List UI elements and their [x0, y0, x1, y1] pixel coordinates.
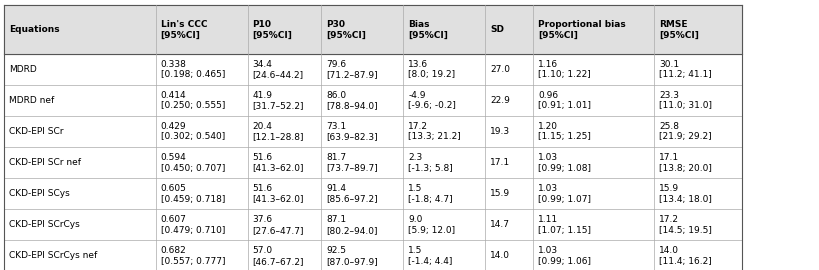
Text: 51.6
[41.3–62.0]: 51.6 [41.3–62.0]: [252, 153, 304, 173]
Text: 0.594
[0.450; 0.707]: 0.594 [0.450; 0.707]: [161, 153, 225, 173]
Text: CKD-EPI SCr nef: CKD-EPI SCr nef: [9, 158, 81, 167]
Text: 23.3
[11.0; 31.0]: 23.3 [11.0; 31.0]: [658, 91, 712, 110]
Text: CKD-EPI SCrCys nef: CKD-EPI SCrCys nef: [9, 251, 97, 260]
Text: 0.338
[0.198; 0.465]: 0.338 [0.198; 0.465]: [161, 60, 225, 79]
Bar: [4, 5, 741, 54]
Text: 1.5
[-1.4; 4.4]: 1.5 [-1.4; 4.4]: [408, 246, 452, 266]
Text: 0.607
[0.479; 0.710]: 0.607 [0.479; 0.710]: [161, 215, 225, 235]
Text: 1.16
[1.10; 1.22]: 1.16 [1.10; 1.22]: [537, 60, 590, 79]
Text: 79.6
[71.2–87.9]: 79.6 [71.2–87.9]: [326, 60, 378, 79]
Text: CKD-EPI SCr: CKD-EPI SCr: [9, 127, 63, 136]
Text: Lin's CCC
[95%CI]: Lin's CCC [95%CI]: [161, 20, 207, 40]
Text: CKD-EPI SCrCys: CKD-EPI SCrCys: [9, 220, 79, 229]
Text: 2.3
[-1.3; 5.8]: 2.3 [-1.3; 5.8]: [408, 153, 453, 173]
Text: 81.7
[73.7–89.7]: 81.7 [73.7–89.7]: [326, 153, 378, 173]
Text: 17.2
[14.5; 19.5]: 17.2 [14.5; 19.5]: [658, 215, 711, 235]
Text: P30
[95%CI]: P30 [95%CI]: [326, 20, 366, 40]
Text: 14.0: 14.0: [490, 251, 509, 260]
Text: 14.7: 14.7: [490, 220, 509, 229]
Text: 17.2
[13.3; 21.2]: 17.2 [13.3; 21.2]: [408, 122, 460, 141]
Text: 17.1
[13.8; 20.0]: 17.1 [13.8; 20.0]: [658, 153, 711, 173]
Text: RMSE
[95%CI]: RMSE [95%CI]: [658, 20, 699, 40]
Text: 22.9: 22.9: [490, 96, 509, 105]
Text: 27.0: 27.0: [490, 65, 509, 74]
Text: MDRD nef: MDRD nef: [9, 96, 54, 105]
Text: 19.3: 19.3: [490, 127, 510, 136]
Text: 13.6
[8.0; 19.2]: 13.6 [8.0; 19.2]: [408, 60, 455, 79]
Text: 37.6
[27.6–47.7]: 37.6 [27.6–47.7]: [252, 215, 304, 235]
Text: 1.03
[0.99; 1.06]: 1.03 [0.99; 1.06]: [537, 246, 590, 266]
Text: P10
[95%CI]: P10 [95%CI]: [252, 20, 292, 40]
Text: Bias
[95%CI]: Bias [95%CI]: [408, 20, 448, 40]
Text: 25.8
[21.9; 29.2]: 25.8 [21.9; 29.2]: [658, 122, 711, 141]
Text: 0.429
[0.302; 0.540]: 0.429 [0.302; 0.540]: [161, 122, 224, 141]
Text: 0.605
[0.459; 0.718]: 0.605 [0.459; 0.718]: [161, 184, 225, 204]
Text: 86.0
[78.8–94.0]: 86.0 [78.8–94.0]: [326, 91, 378, 110]
Text: 91.4
[85.6–97.2]: 91.4 [85.6–97.2]: [326, 184, 378, 204]
Text: 0.414
[0.250; 0.555]: 0.414 [0.250; 0.555]: [161, 91, 225, 110]
Text: 51.6
[41.3–62.0]: 51.6 [41.3–62.0]: [252, 184, 304, 204]
Text: CKD-EPI SCys: CKD-EPI SCys: [9, 189, 70, 198]
Text: Proportional bias
[95%CI]: Proportional bias [95%CI]: [537, 20, 625, 40]
Text: 92.5
[87.0–97.9]: 92.5 [87.0–97.9]: [326, 246, 378, 266]
Text: 20.4
[12.1–28.8]: 20.4 [12.1–28.8]: [252, 122, 304, 141]
Text: 1.11
[1.07; 1.15]: 1.11 [1.07; 1.15]: [537, 215, 590, 235]
Text: 73.1
[63.9–82.3]: 73.1 [63.9–82.3]: [326, 122, 378, 141]
Text: 0.96
[0.91; 1.01]: 0.96 [0.91; 1.01]: [537, 91, 590, 110]
Text: MDRD: MDRD: [9, 65, 37, 74]
Text: 1.5
[-1.8; 4.7]: 1.5 [-1.8; 4.7]: [408, 184, 452, 204]
Text: 41.9
[31.7–52.2]: 41.9 [31.7–52.2]: [252, 91, 304, 110]
Text: Equations: Equations: [9, 25, 60, 34]
Text: 1.03
[0.99; 1.07]: 1.03 [0.99; 1.07]: [537, 184, 590, 204]
Text: 14.0
[11.4; 16.2]: 14.0 [11.4; 16.2]: [658, 246, 711, 266]
Text: -4.9
[-9.6; -0.2]: -4.9 [-9.6; -0.2]: [408, 91, 455, 110]
Text: 9.0
[5.9; 12.0]: 9.0 [5.9; 12.0]: [408, 215, 455, 235]
Text: 1.20
[1.15; 1.25]: 1.20 [1.15; 1.25]: [537, 122, 590, 141]
Text: 57.0
[46.7–67.2]: 57.0 [46.7–67.2]: [252, 246, 304, 266]
Text: 17.1: 17.1: [490, 158, 510, 167]
Text: 87.1
[80.2–94.0]: 87.1 [80.2–94.0]: [326, 215, 378, 235]
Text: 30.1
[11.2; 41.1]: 30.1 [11.2; 41.1]: [658, 60, 711, 79]
Text: SD: SD: [490, 25, 504, 34]
Text: 0.682
[0.557; 0.777]: 0.682 [0.557; 0.777]: [161, 246, 225, 266]
Text: 1.03
[0.99; 1.08]: 1.03 [0.99; 1.08]: [537, 153, 590, 173]
Text: 15.9
[13.4; 18.0]: 15.9 [13.4; 18.0]: [658, 184, 711, 204]
Text: 15.9: 15.9: [490, 189, 510, 198]
Text: 34.4
[24.6–44.2]: 34.4 [24.6–44.2]: [252, 60, 303, 79]
